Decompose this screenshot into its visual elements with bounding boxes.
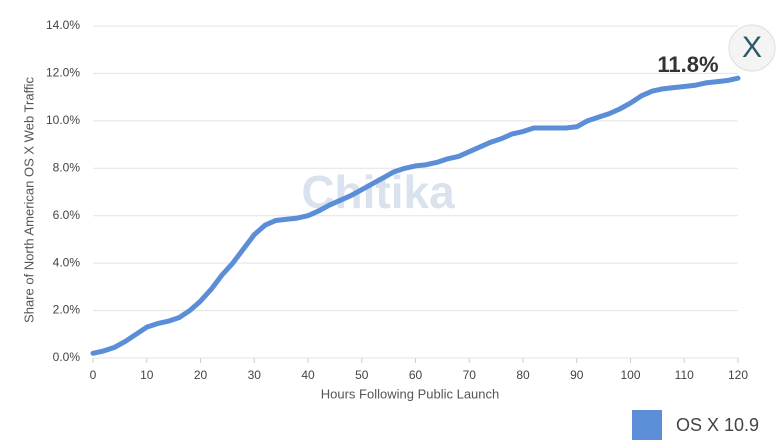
x-tick-label: 100 (620, 368, 640, 382)
legend-label: OS X 10.9 (676, 415, 759, 435)
data-line (90, 75, 741, 356)
x-tick-label: 80 (516, 368, 530, 382)
x-tick-label: 60 (409, 368, 423, 382)
y-tick-label: 2.0% (53, 303, 81, 317)
logo-circle (728, 24, 776, 72)
y-tick-label: 14.0% (46, 18, 80, 32)
x-tick-label: 20 (194, 368, 208, 382)
legend-swatch (632, 410, 662, 440)
watermark: Chitika (301, 166, 455, 218)
logo: X (742, 31, 762, 64)
annotation: 11.8% (657, 52, 718, 77)
x-tick-label: 120 (728, 368, 748, 382)
x-tick-label: 70 (463, 368, 477, 382)
y-tick-label: 8.0% (53, 160, 81, 174)
y-tick-label: 0.0% (53, 350, 81, 364)
x-tick-label: 30 (248, 368, 262, 382)
x-tick-label: 50 (355, 368, 369, 382)
x-tick-label: 0 (90, 368, 97, 382)
y-tick-label: 10.0% (46, 113, 80, 127)
x-tick-label: 40 (301, 368, 315, 382)
y-tick-label: 12.0% (46, 66, 80, 80)
y-axis-label: Share of North American OS X Web Traffic (21, 77, 36, 323)
x-tick-label: 110 (675, 368, 694, 382)
x-axis-label: Hours Following Public Launch (321, 386, 499, 401)
x-tick-label: 10 (140, 368, 154, 382)
y-tick-label: 6.0% (53, 208, 81, 222)
y-tick-label: 4.0% (53, 255, 81, 269)
x-tick-label: 90 (570, 368, 584, 382)
